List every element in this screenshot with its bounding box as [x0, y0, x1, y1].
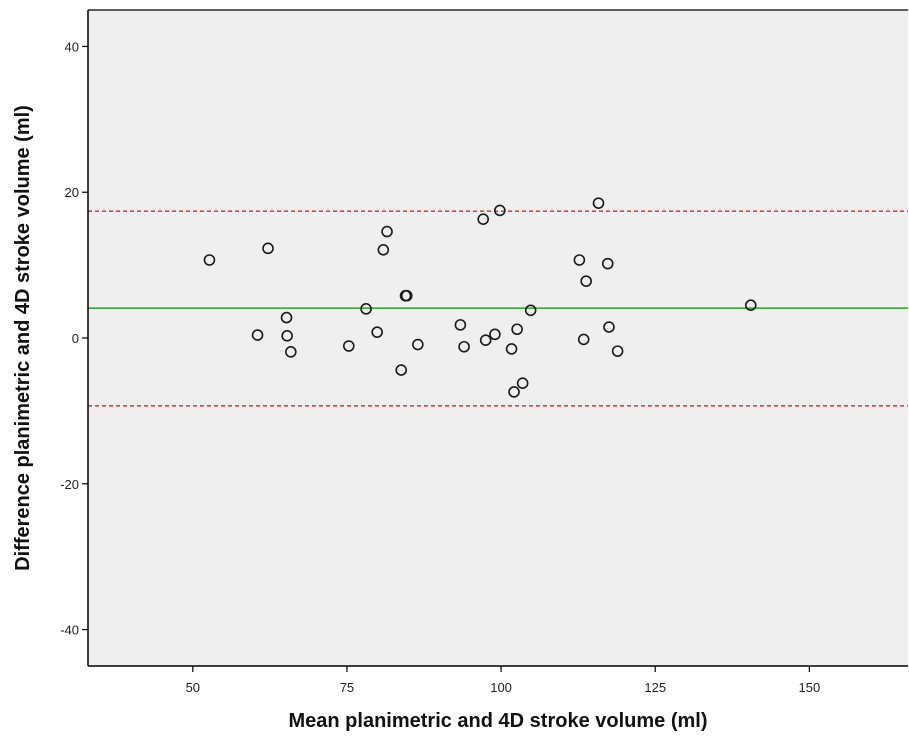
- data-point-20: [494, 204, 506, 217]
- data-point-33: [744, 299, 757, 312]
- data-point-15: [454, 319, 467, 331]
- x-tick-label: 75: [340, 680, 354, 695]
- y-tick-label: 0: [72, 331, 79, 346]
- data-point-1: [251, 329, 264, 341]
- data-point-3: [280, 311, 293, 324]
- reference-lines: [88, 210, 908, 407]
- x-tick-label: 100: [490, 680, 512, 695]
- x-axis-title: Mean planimetric and 4D stroke volume (m…: [289, 710, 708, 732]
- data-point-24: [516, 377, 529, 389]
- data-point-22: [508, 386, 520, 398]
- y-axis-title: Difference planimetric and 4D stroke vol…: [12, 105, 34, 571]
- data-point-23: [511, 323, 523, 336]
- data-point-6: [342, 340, 355, 352]
- data-point-11: [395, 364, 408, 376]
- data-point-26: [573, 254, 586, 266]
- y-tick-label: -40: [60, 623, 79, 638]
- y-tick-label: 20: [65, 185, 79, 200]
- data-points: [203, 197, 757, 398]
- data-point-9: [377, 244, 390, 256]
- data-point-27: [577, 333, 590, 346]
- data-point-29: [592, 197, 605, 209]
- data-point-0: [203, 254, 216, 266]
- data-point-14: [412, 338, 424, 351]
- x-tick-label: 125: [644, 680, 666, 695]
- data-point-10: [381, 225, 393, 238]
- data-point-25: [524, 304, 537, 317]
- data-point-4: [281, 330, 293, 342]
- data-point-16: [458, 340, 470, 353]
- data-point-21: [505, 343, 518, 355]
- data-point-5: [285, 346, 297, 358]
- y-tick-label: -20: [60, 477, 79, 492]
- data-point-30: [601, 257, 614, 270]
- data-point-2: [262, 242, 274, 255]
- data-point-32: [611, 345, 624, 357]
- y-tick-label: 40: [65, 39, 79, 54]
- data-point-19: [489, 328, 501, 341]
- data-point-28: [580, 275, 592, 287]
- data-point-31: [603, 321, 615, 333]
- data-point-18: [479, 334, 492, 346]
- data-point-8: [371, 326, 383, 338]
- x-tick-label: 150: [799, 680, 821, 695]
- x-tick-label: 50: [186, 680, 200, 695]
- data-point-13: [400, 289, 413, 302]
- ticks: 50 75 100 125 150 -40 -20 0 20 40: [60, 39, 820, 695]
- data-point-17: [477, 213, 490, 225]
- data-point-7: [360, 303, 372, 315]
